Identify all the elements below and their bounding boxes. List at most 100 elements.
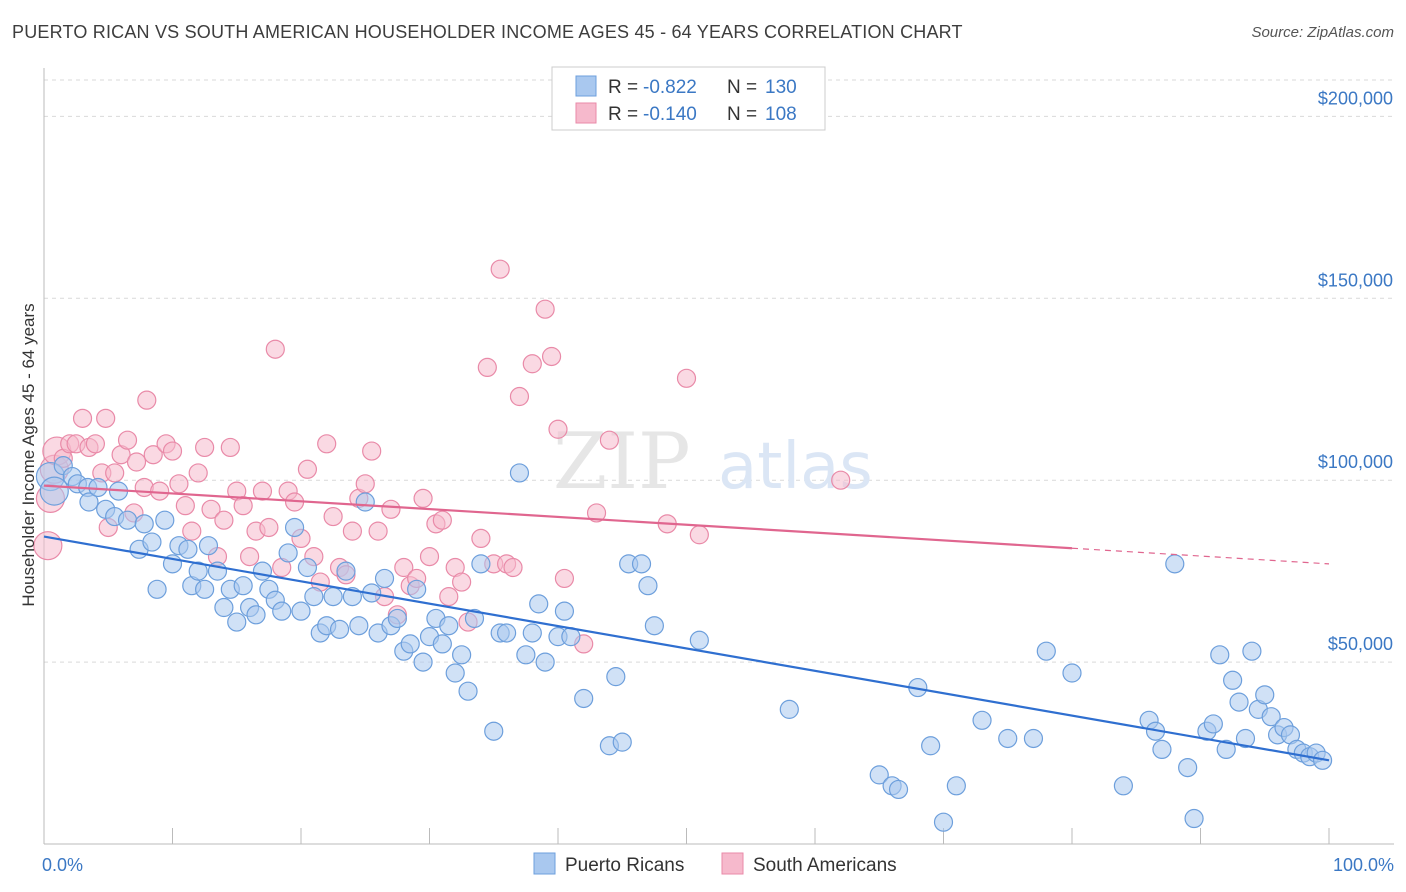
puerto-rican-point: [329, 619, 350, 639]
puerto-rican-point: [227, 612, 247, 632]
south-american-point: [252, 481, 273, 501]
south-american-point: [509, 386, 530, 407]
puerto-rican-point: [471, 554, 491, 574]
trend-line-1: [43, 484, 1073, 550]
south-american-point: [240, 546, 260, 567]
legend-swatch-south-americans: [721, 852, 744, 875]
stats-r-value-1: -0.822: [643, 77, 697, 98]
south-american-point: [452, 572, 472, 592]
south-american-point: [33, 531, 63, 561]
south-american-point: [419, 546, 440, 567]
chart-title: PUERTO RICAN VS SOUTH AMERICAN HOUSEHOLD…: [12, 22, 963, 42]
south-american-point: [355, 474, 375, 494]
gridlines: [44, 79, 1394, 663]
legend-swatch-puerto-ricans: [533, 852, 556, 875]
x-tick-label-min: 0.0%: [42, 855, 83, 875]
south-american-point: [413, 488, 433, 508]
puerto-rican-point: [407, 579, 427, 599]
puerto-rican-point: [522, 623, 542, 643]
puerto-rican-point: [188, 561, 208, 581]
puerto-rican-point: [631, 554, 652, 574]
south-american-point: [548, 419, 568, 439]
puerto-rican-point: [1223, 670, 1243, 690]
puerto-rican-point: [252, 561, 273, 581]
south-american-point: [214, 510, 234, 530]
puerto-rican-point: [1062, 663, 1082, 683]
x-tick-label-max: 100.0%: [1333, 855, 1394, 875]
south-american-point: [541, 346, 562, 367]
south-american-point: [143, 445, 163, 465]
south-american-point: [126, 452, 147, 472]
puerto-rican-point: [464, 608, 485, 629]
puerto-rican-point: [134, 514, 154, 534]
puerto-rican-point: [336, 561, 356, 581]
puerto-rican-point: [79, 492, 99, 512]
stats-n-label-1: N =: [727, 77, 757, 98]
south-american-point: [317, 434, 337, 454]
south-american-point: [381, 499, 401, 519]
south-american-point: [220, 437, 240, 458]
puerto-rican-point: [998, 728, 1018, 749]
puerto-rican-point: [1261, 707, 1281, 727]
puerto-rican-point: [638, 576, 658, 596]
puerto-rican-point: [921, 736, 941, 756]
south-american-point: [676, 368, 697, 388]
south-american-point: [439, 587, 459, 607]
legend-label-south-americans: South Americans: [753, 855, 897, 876]
puerto-rican-point: [142, 532, 162, 552]
south-american-point: [162, 441, 183, 461]
south-american-point: [259, 517, 279, 538]
puerto-rican-point: [1235, 728, 1256, 749]
puerto-rican-point: [1178, 757, 1198, 778]
puerto-rican-point: [689, 630, 709, 650]
x-ticks: [172, 828, 1330, 844]
puerto-rican-point: [509, 463, 530, 483]
puerto-rican-point: [1165, 554, 1185, 574]
puerto-rican-point: [178, 539, 198, 559]
y-tick-labels: $50,000 $100,000 $150,000 $200,000: [1318, 88, 1393, 654]
x-tick-labels: 0.0% 100.0%: [42, 855, 1394, 875]
puerto-rican-point: [147, 579, 167, 599]
south-american-point: [535, 299, 555, 319]
puerto-rican-point: [1210, 645, 1230, 665]
stats-n-value-2: 108: [765, 104, 797, 125]
stats-n-value-1: 130: [765, 77, 797, 98]
stats-r-label-1: R =: [608, 77, 638, 98]
series-legend: Puerto Ricans South Americans: [533, 852, 897, 876]
south-american-point: [96, 408, 116, 428]
puerto-rican-point: [888, 779, 909, 800]
stats-r-label-2: R =: [608, 104, 638, 125]
stats-r-value-2: -0.140: [643, 104, 697, 125]
puerto-rican-point: [1216, 739, 1236, 760]
puerto-rican-point: [413, 652, 433, 672]
south-american-point: [137, 390, 157, 410]
south-american-point: [150, 481, 170, 501]
puerto-rican-point: [644, 616, 664, 636]
stats-legend-swatch-pink: [575, 102, 597, 124]
south-american-point: [182, 521, 202, 541]
puerto-rican-point: [198, 536, 219, 556]
south-american-point: [368, 521, 388, 541]
puerto-rican-point: [1312, 750, 1333, 770]
puerto-rican-point: [516, 645, 536, 665]
south-american-point: [117, 430, 138, 450]
south-american-point: [188, 463, 208, 483]
puerto-rican-point: [497, 623, 517, 643]
puerto-rican-point: [484, 721, 504, 741]
trend-line-0: [43, 535, 1330, 762]
south-american-point: [477, 357, 497, 378]
south-american-point: [599, 430, 620, 450]
south-american-point: [490, 259, 510, 279]
puerto-rican-point: [355, 492, 375, 512]
puerto-rican-point: [1113, 776, 1134, 796]
south-american-point: [831, 470, 851, 490]
puerto-rican-point: [972, 710, 992, 730]
south-american-point: [586, 503, 607, 523]
puerto-rican-point: [554, 601, 575, 621]
y-tick-label: $150,000: [1318, 270, 1393, 290]
south-american-point: [169, 474, 189, 494]
puerto-rican-point: [155, 510, 175, 530]
puerto-rican-point: [529, 594, 549, 614]
watermark-zip: ZIP: [553, 417, 691, 507]
puerto-rican-point: [1023, 728, 1044, 749]
